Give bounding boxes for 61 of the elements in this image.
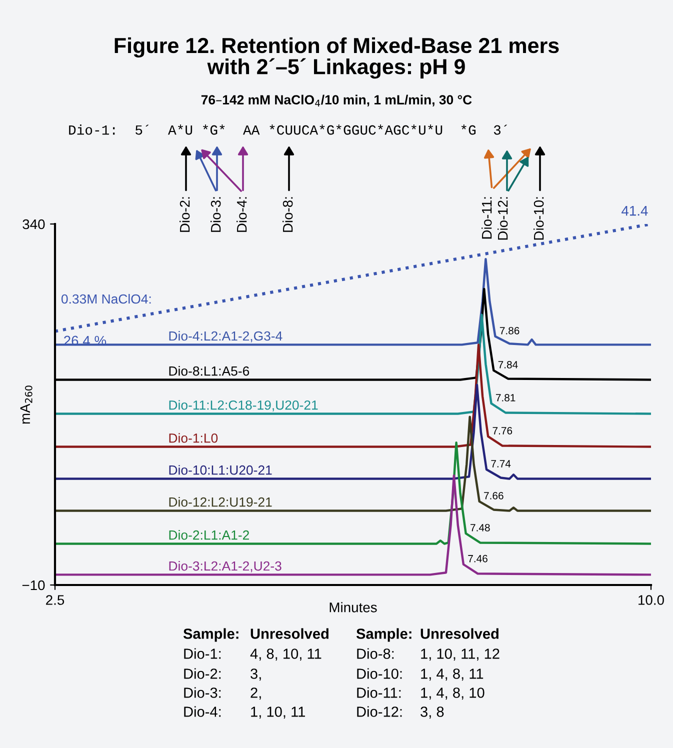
text: 4, 8, 10, 11 xyxy=(250,648,322,661)
annotation: Dio-10: xyxy=(534,197,544,240)
line-series xyxy=(55,314,651,415)
annotation: Dio-11: xyxy=(482,197,492,239)
text: Unresolved xyxy=(250,628,328,639)
series-label: Dio-4:L2:A1-2,G3-4 xyxy=(169,330,282,342)
text: Dio-1: 5´ A*U *G* AA *CUUCA*G*GGUC*AGC*U*U *G 3´ xyxy=(69,124,508,135)
text: 2, xyxy=(250,688,261,700)
annotation: Dio-8: xyxy=(282,197,293,232)
y-tick-label: −10 xyxy=(22,580,45,590)
chart-subtitle: 76–142 mM NaClO$_{4}$/10 min, 1 mL/min, 30 °C xyxy=(201,94,472,107)
text: Dio-3: xyxy=(184,687,221,698)
annotation: 7.86 xyxy=(500,326,520,334)
annotation: 26.4 % xyxy=(64,336,106,346)
annotation: Dio-2: xyxy=(180,197,190,232)
annotation: 7.46 xyxy=(468,554,488,562)
text: 1, 10, 11, 12 xyxy=(421,648,500,661)
text: Sample: xyxy=(356,628,412,642)
text: Dio-10: xyxy=(357,668,402,679)
line-series xyxy=(55,474,651,576)
series-label: Dio-8:L1:A5-6 xyxy=(169,366,250,376)
x-tick-label: 2.5 xyxy=(46,595,64,605)
line-series xyxy=(55,442,651,545)
x-axis-title: Minutes xyxy=(330,602,377,612)
annotation: 7.76 xyxy=(492,427,512,434)
text: Dio-4: xyxy=(184,706,221,717)
text: Unresolved xyxy=(420,628,498,639)
series-label: Dio-11:L2:C18-19,U20-21 xyxy=(169,400,318,412)
text: 3, xyxy=(250,668,261,681)
line-series xyxy=(55,416,651,512)
series-label: Dio-1:L0 xyxy=(169,433,218,443)
text: Dio-2: xyxy=(184,668,221,679)
text: Dio-12: xyxy=(357,706,402,717)
text: Sample: xyxy=(183,628,238,642)
series-label: Dio-10:L1:U20-21 xyxy=(169,465,272,475)
text: Dio-11: xyxy=(357,687,401,698)
text: Dio-8: xyxy=(357,648,394,659)
annotation: Dio-4: xyxy=(236,197,247,232)
text: 1, 4, 8, 11 xyxy=(421,668,484,681)
series-label: Dio-12:L2:U19-21 xyxy=(169,497,272,507)
y-tick-label: 340 xyxy=(22,219,45,230)
annotation: 7.84 xyxy=(498,361,518,368)
annotation: 41.4 xyxy=(622,206,648,216)
text: 3, 8 xyxy=(420,706,444,719)
line-series xyxy=(55,258,651,346)
annotation: 7.74 xyxy=(491,460,511,468)
annotation: 7.66 xyxy=(484,492,504,500)
chart-title: Figure 12. Retention of Mixed-Base 21 mers with 2´–5´ Linkages: pH 9 xyxy=(114,37,559,79)
line-series xyxy=(55,384,651,480)
series-label: Dio-3:L2:A1-2,U2-3 xyxy=(169,560,282,572)
series-label: 0.33M NaClO4: xyxy=(61,294,151,304)
text: Dio-1: xyxy=(184,648,221,659)
annotation: Dio-3: xyxy=(210,197,221,232)
x-tick-label: 10.0 xyxy=(638,595,664,605)
text: 1, 4, 8, 10 xyxy=(421,688,484,700)
annotation: 7.48 xyxy=(470,524,490,532)
annotation: Dio-12: xyxy=(498,197,508,240)
series-label: Dio-2:L1:A1-2 xyxy=(169,530,249,540)
y-axis-title: mA$_{260}$ xyxy=(20,386,32,424)
text: 1, 10, 11 xyxy=(251,706,305,719)
annotation: 7.81 xyxy=(496,394,516,402)
